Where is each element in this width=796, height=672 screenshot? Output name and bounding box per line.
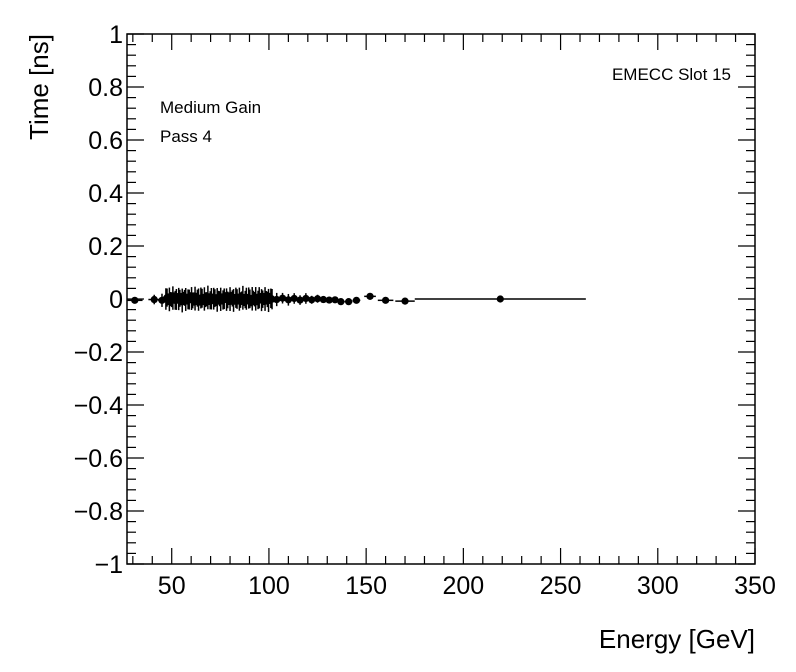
data-point (290, 294, 298, 303)
y-tick-label: −0.6 (74, 445, 123, 473)
data-point (308, 296, 316, 304)
y-axis-tick-labels: −1 −0.8 −0.6 −0.4 −0.2 0 0.2 0.4 0.6 0.8 1 (74, 21, 123, 579)
y-tick-label: −0.4 (74, 392, 123, 420)
x-tick-label: 300 (637, 572, 679, 600)
y-tick-label: 0.4 (88, 180, 123, 208)
data-point (496, 295, 504, 303)
data-point (381, 296, 390, 304)
data-point (325, 296, 333, 304)
data-point (131, 296, 139, 304)
gain-annotation: Medium Gain (160, 98, 261, 117)
data-point (331, 296, 339, 304)
x-tick-label: 200 (442, 572, 484, 600)
y-tick-label: −0.8 (74, 498, 123, 526)
y-tick-label: 0.8 (88, 74, 123, 102)
data-point (150, 295, 158, 304)
data-point (337, 298, 345, 306)
y-axis-ticks (127, 33, 755, 565)
x-tick-label: 350 (734, 572, 776, 600)
data-point (345, 298, 353, 306)
data-point (278, 294, 287, 302)
data-point (284, 296, 292, 304)
data-point (302, 294, 310, 303)
pass-annotation: Pass 4 (160, 127, 212, 146)
x-tick-label: 50 (158, 572, 186, 600)
y-tick-label: 0.2 (88, 233, 123, 261)
y-tick-label: −1 (94, 551, 123, 579)
y-tick-label: 1 (109, 21, 123, 49)
data-point (296, 296, 304, 304)
data-point (273, 295, 281, 304)
y-axis-title: Time [ns] (24, 34, 54, 140)
data-point (319, 295, 327, 304)
x-axis-title: Energy [GeV] (599, 624, 755, 654)
y-tick-label: −0.2 (74, 339, 123, 367)
x-tick-label: 150 (345, 572, 387, 600)
slot-annotation: EMECC Slot 15 (612, 65, 731, 84)
y-tick-label: 0.6 (88, 127, 123, 155)
x-tick-label: 100 (248, 572, 290, 600)
x-tick-label: 250 (540, 572, 582, 600)
data-point (352, 296, 361, 304)
y-tick-label: 0 (109, 286, 123, 314)
data-points (127, 285, 586, 313)
data-point (158, 296, 166, 304)
x-axis-tick-labels: 50 100 150 200 250 300 350 (158, 572, 776, 600)
data-point (313, 295, 322, 303)
data-point (401, 297, 409, 305)
data-point (366, 292, 374, 300)
x-axis-ticks (132, 34, 756, 564)
